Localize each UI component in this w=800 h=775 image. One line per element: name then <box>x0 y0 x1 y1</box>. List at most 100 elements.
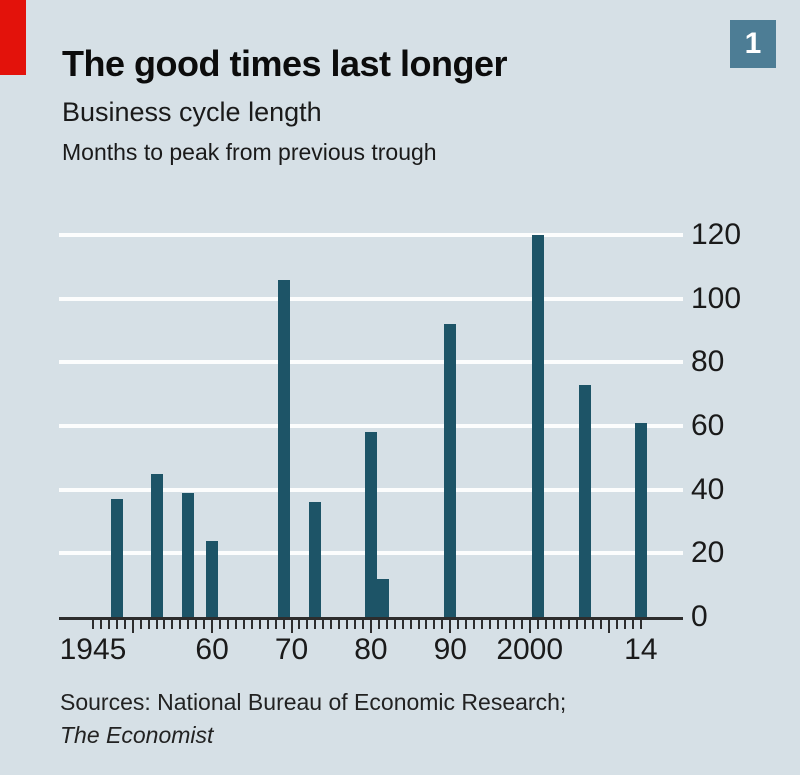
x-axis-tick <box>179 620 182 629</box>
y-axis-label-100: 100 <box>691 281 742 315</box>
x-axis-tick <box>346 620 349 629</box>
x-axis-tick <box>195 620 198 629</box>
x-axis-tick <box>393 620 396 629</box>
gridline-120 <box>59 233 683 237</box>
x-axis-line <box>59 617 683 620</box>
x-axis-tick <box>242 620 245 629</box>
chart-subtitle: Business cycle length <box>62 97 322 127</box>
x-axis-label-1945: 1945 <box>59 633 127 666</box>
x-axis-tick <box>322 620 325 629</box>
x-axis-tick <box>616 620 619 629</box>
x-axis-tick <box>433 620 436 629</box>
x-axis-label-2000: 2000 <box>496 633 564 666</box>
x-axis-label-1980: 80 <box>354 633 388 666</box>
x-axis-label-1960: 60 <box>195 633 229 666</box>
x-axis-tick <box>639 620 642 629</box>
figure-number-badge: 1 <box>730 20 776 68</box>
x-axis-label-2014: 14 <box>624 633 658 666</box>
bar-2001-months-120 <box>531 235 544 617</box>
x-axis-tick <box>489 620 491 629</box>
x-axis-tick <box>385 620 388 629</box>
x-axis-tick <box>600 620 603 629</box>
bar-2014-months-61 <box>634 422 647 617</box>
x-axis-tick <box>171 620 174 629</box>
bar-1973-months-36 <box>309 502 322 617</box>
x-axis-tick <box>338 620 341 629</box>
x-axis-tick <box>584 620 587 629</box>
y-axis-label-60: 60 <box>691 409 725 442</box>
x-axis-tick <box>99 620 102 629</box>
x-axis-tick <box>155 620 158 629</box>
x-axis-tick <box>544 620 547 629</box>
x-axis-tick <box>298 620 301 629</box>
bar-1990-months-92 <box>444 324 457 617</box>
y-axis-label-0: 0 <box>691 600 708 633</box>
x-axis-tick <box>576 620 579 629</box>
x-axis-tick <box>520 620 523 629</box>
sources-line: Sources: National Bureau of Economic Res… <box>60 689 567 715</box>
bar-1960-months-24 <box>206 540 219 617</box>
figure-number: 1 <box>744 27 762 60</box>
sources-publisher: The Economist <box>60 722 214 749</box>
x-axis-tick <box>512 620 515 629</box>
chart-unit-note: Months to peak from previous trough <box>62 139 437 165</box>
x-axis-tick <box>377 620 380 629</box>
x-axis-tick <box>401 620 404 629</box>
x-axis-tick <box>623 620 626 629</box>
bar-1982-months-12 <box>376 578 389 617</box>
x-axis-tick <box>417 620 420 629</box>
x-axis-tick <box>123 620 126 629</box>
x-axis-tick <box>306 620 309 629</box>
x-axis-tick <box>234 620 237 629</box>
bar-1980-months-58 <box>364 432 377 617</box>
x-axis-tick <box>496 620 499 629</box>
gridline-100 <box>59 296 683 301</box>
x-axis-tick <box>107 620 110 629</box>
x-axis-tick <box>457 620 460 629</box>
y-axis-label-80: 80 <box>691 345 725 379</box>
x-axis-tick <box>219 620 222 629</box>
y-axis-label-20: 20 <box>691 536 725 570</box>
y-axis-label-40: 40 <box>691 472 725 506</box>
x-axis-tick <box>226 620 229 629</box>
x-axis-tick <box>92 620 94 629</box>
economist-red-tab <box>0 0 26 75</box>
x-axis-major-tick-2010 <box>608 620 611 633</box>
x-axis-tick <box>282 620 285 629</box>
x-axis-major-tick-1990 <box>449 620 452 633</box>
gridline-60 <box>59 424 683 428</box>
x-axis-major-tick-2000 <box>528 620 531 633</box>
x-axis-tick <box>504 620 507 629</box>
x-axis-tick <box>361 620 364 629</box>
y-axis-label-120: 120 <box>691 218 742 251</box>
bar-1948-months-37 <box>110 499 123 617</box>
x-axis-tick <box>258 620 261 629</box>
x-axis-tick <box>536 620 539 629</box>
chart-title: The good times last longer <box>62 43 508 84</box>
x-axis-tick <box>425 620 428 629</box>
x-axis-tick <box>274 620 277 629</box>
x-axis-major-tick-1970 <box>290 620 293 633</box>
x-axis-tick <box>139 620 142 629</box>
sources-note: Sources: National Bureau of Economic Res… <box>60 686 566 753</box>
x-axis-major-tick-1950 <box>131 620 134 633</box>
x-axis-tick <box>481 620 484 629</box>
x-axis-label-1970: 70 <box>274 633 309 666</box>
gridline-80 <box>59 360 683 365</box>
x-axis-tick <box>631 620 634 629</box>
bar-1957-months-39 <box>182 492 195 617</box>
x-axis-tick <box>441 620 444 629</box>
x-axis-tick <box>560 620 563 629</box>
x-axis-tick <box>473 620 476 629</box>
x-axis-tick <box>592 620 595 629</box>
bar-2007-months-73 <box>579 384 592 617</box>
x-axis-tick <box>330 620 333 629</box>
x-axis-major-tick-1980 <box>369 620 372 633</box>
x-axis-tick <box>568 620 571 629</box>
x-axis-label-1990: 90 <box>433 633 467 666</box>
x-axis-tick <box>465 620 468 629</box>
x-axis-tick <box>354 620 357 629</box>
bar-1953-months-45 <box>150 473 163 617</box>
